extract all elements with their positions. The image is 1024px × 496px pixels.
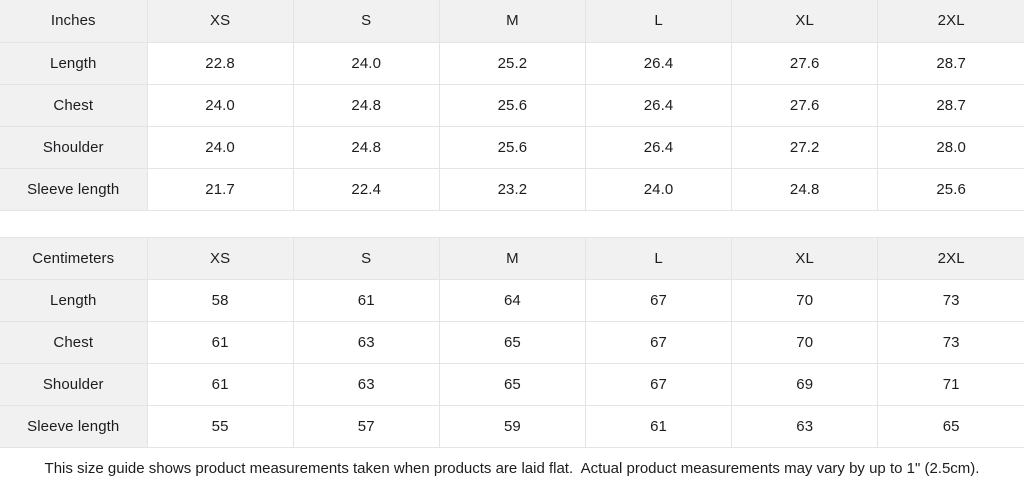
measurement-row: Shoulder 24.0 24.8 25.6 26.4 27.2 28.0	[0, 125, 1024, 169]
measurement-value: 65	[438, 320, 586, 364]
measurement-value: 27.6	[731, 83, 879, 127]
size-column-header: 2XL	[877, 236, 1024, 280]
size-column-header: L	[584, 0, 733, 43]
measurement-row: Chest 24.0 24.8 25.6 26.4 27.6 28.7	[0, 83, 1024, 127]
measurement-value: 28.7	[877, 41, 1024, 85]
measurement-row: Length 22.8 24.0 25.2 26.4 27.6 28.7	[0, 41, 1024, 85]
measurement-value: 26.4	[584, 83, 733, 127]
measurement-value: 73	[877, 278, 1024, 322]
measurement-value: 23.2	[438, 167, 586, 211]
measurement-value: 63	[292, 320, 440, 364]
size-table-header-row: Inches XS S M L XL 2XL	[0, 0, 1024, 43]
size-column-header: S	[292, 236, 440, 280]
measurement-label: Shoulder	[0, 125, 148, 169]
measurement-value: 65	[438, 362, 586, 406]
measurement-value: 21.7	[146, 167, 294, 211]
measurement-label: Length	[0, 278, 148, 322]
measurement-value: 65	[877, 404, 1024, 448]
measurement-value: 26.4	[584, 41, 733, 85]
measurement-value: 27.6	[731, 41, 879, 85]
measurement-value: 67	[584, 278, 733, 322]
size-column-header: S	[292, 0, 440, 43]
measurement-row: Sleeve length 21.7 22.4 23.2 24.0 24.8 25.6	[0, 167, 1024, 211]
size-column-header: XS	[146, 0, 294, 43]
measurement-label: Length	[0, 41, 148, 85]
measurement-value: 25.6	[877, 167, 1024, 211]
measurement-value: 22.8	[146, 41, 294, 85]
measurement-value: 24.8	[731, 167, 879, 211]
measurement-value: 25.2	[438, 41, 586, 85]
measurement-value: 24.8	[292, 83, 440, 127]
measurement-value: 64	[438, 278, 586, 322]
measurement-value: 24.0	[146, 83, 294, 127]
size-column-header: XL	[731, 0, 879, 43]
measurement-value: 63	[731, 404, 879, 448]
measurement-label: Chest	[0, 83, 148, 127]
measurement-value: 22.4	[292, 167, 440, 211]
measurement-value: 69	[731, 362, 879, 406]
measurement-value: 61	[146, 362, 294, 406]
measurement-row: Shoulder 61 63 65 67 69 71	[0, 362, 1024, 406]
measurement-value: 71	[877, 362, 1024, 406]
measurement-value: 28.0	[877, 125, 1024, 169]
measurement-value: 25.6	[438, 83, 586, 127]
measurement-value: 67	[584, 362, 733, 406]
size-table-header-row: Centimeters XS S M L XL 2XL	[0, 236, 1024, 280]
size-column-header: M	[438, 236, 586, 280]
size-column-header: L	[584, 236, 733, 280]
measurement-label: Chest	[0, 320, 148, 364]
measurement-value: 61	[146, 320, 294, 364]
measurement-value: 25.6	[438, 125, 586, 169]
measurement-value: 63	[292, 362, 440, 406]
measurement-value: 73	[877, 320, 1024, 364]
measurement-value: 24.8	[292, 125, 440, 169]
measurement-value: 61	[292, 278, 440, 322]
measurement-label: Sleeve length	[0, 167, 148, 211]
size-column-header: XL	[731, 236, 879, 280]
measurement-value: 70	[731, 278, 879, 322]
unit-header: Inches	[0, 0, 148, 43]
measurement-value: 58	[146, 278, 294, 322]
size-column-header: XS	[146, 236, 294, 280]
table-spacer	[0, 210, 1024, 237]
measurement-value: 67	[584, 320, 733, 364]
unit-header: Centimeters	[0, 236, 148, 280]
measurement-value: 70	[731, 320, 879, 364]
measurement-value: 24.0	[584, 167, 733, 211]
measurement-value: 24.0	[146, 125, 294, 169]
measurement-row: Sleeve length 55 57 59 61 63 65	[0, 404, 1024, 448]
measurement-value: 27.2	[731, 125, 879, 169]
measurement-value: 24.0	[292, 41, 440, 85]
measurement-row: Chest 61 63 65 67 70 73	[0, 320, 1024, 364]
measurement-value: 55	[146, 404, 294, 448]
measurement-value: 26.4	[584, 125, 733, 169]
size-guide-note: This size guide shows product measuremen…	[0, 447, 1024, 489]
size-column-header: 2XL	[877, 0, 1024, 43]
measurement-value: 61	[584, 404, 733, 448]
measurement-value: 59	[438, 404, 586, 448]
measurement-row: Length 58 61 64 67 70 73	[0, 278, 1024, 322]
size-table-centimeters: Centimeters XS S M L XL 2XL Length 58 61 64 67 70 73…	[0, 236, 1024, 448]
measurement-value: 57	[292, 404, 440, 448]
measurement-label: Sleeve length	[0, 404, 148, 448]
measurement-value: 28.7	[877, 83, 1024, 127]
size-table-inches: Inches XS S M L XL 2XL Length 22.8 24.0 25.2 26.4 2…	[0, 0, 1024, 211]
measurement-label: Shoulder	[0, 362, 148, 406]
size-column-header: M	[438, 0, 586, 43]
